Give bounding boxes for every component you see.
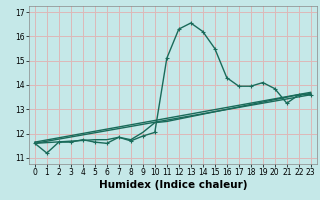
X-axis label: Humidex (Indice chaleur): Humidex (Indice chaleur) (99, 180, 247, 190)
